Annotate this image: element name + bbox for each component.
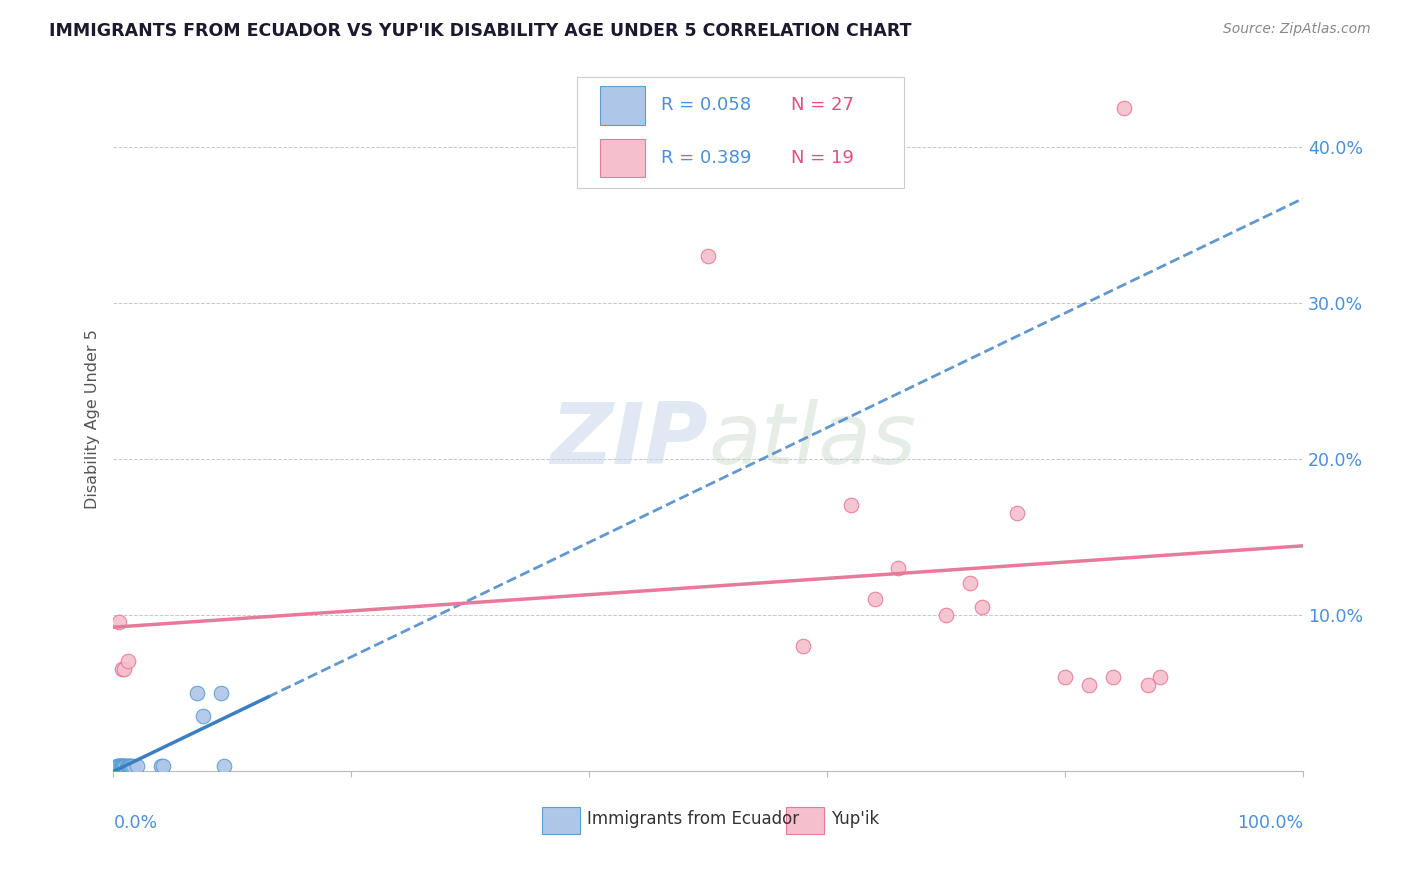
Point: [839, 499, 862, 513]
Point: [1007, 506, 1029, 520]
Point: [935, 607, 957, 622]
Point: [959, 576, 981, 591]
Text: IMMIGRANTS FROM ECUADOR VS YUP'IK DISABILITY AGE UNDER 5 CORRELATION CHART: IMMIGRANTS FROM ECUADOR VS YUP'IK DISABI…: [49, 22, 911, 40]
Point: [127, 759, 149, 773]
Point: [120, 759, 142, 773]
Point: [112, 662, 135, 676]
Point: [114, 759, 136, 773]
Point: [110, 759, 132, 773]
Point: [150, 759, 173, 773]
Point: [111, 662, 134, 676]
Point: [697, 249, 720, 263]
Point: [152, 759, 174, 773]
FancyBboxPatch shape: [786, 807, 824, 834]
Text: N = 27: N = 27: [792, 96, 855, 114]
Point: [118, 759, 141, 773]
Point: [107, 759, 129, 773]
Text: Yup'ik: Yup'ik: [831, 810, 879, 828]
Text: Source: ZipAtlas.com: Source: ZipAtlas.com: [1223, 22, 1371, 37]
Point: [108, 615, 131, 630]
Point: [108, 759, 131, 773]
FancyBboxPatch shape: [600, 139, 645, 178]
Point: [121, 759, 143, 773]
FancyBboxPatch shape: [541, 807, 579, 834]
Point: [115, 759, 138, 773]
Point: [1137, 678, 1160, 692]
Point: [110, 759, 132, 773]
Point: [105, 759, 128, 773]
Point: [191, 709, 214, 723]
Point: [209, 685, 232, 699]
Point: [212, 759, 235, 773]
Text: N = 19: N = 19: [792, 149, 855, 167]
Point: [117, 654, 139, 668]
Point: [112, 759, 135, 773]
Text: 0.0%: 0.0%: [114, 814, 157, 832]
Point: [863, 591, 886, 606]
Point: [108, 759, 131, 773]
Text: R = 0.389: R = 0.389: [661, 149, 751, 167]
Text: R = 0.058: R = 0.058: [661, 96, 751, 114]
Point: [107, 759, 129, 773]
Point: [970, 599, 993, 614]
FancyBboxPatch shape: [600, 86, 645, 125]
Point: [1053, 670, 1076, 684]
Point: [111, 759, 134, 773]
Y-axis label: Disability Age Under 5: Disability Age Under 5: [86, 330, 100, 509]
Point: [1077, 678, 1099, 692]
Point: [1149, 670, 1171, 684]
Text: Immigrants from Ecuador: Immigrants from Ecuador: [586, 810, 799, 828]
Point: [887, 561, 910, 575]
Point: [186, 685, 208, 699]
Text: 100.0%: 100.0%: [1237, 814, 1303, 832]
Point: [114, 759, 136, 773]
Point: [117, 759, 139, 773]
Point: [111, 759, 134, 773]
Point: [792, 639, 814, 653]
FancyBboxPatch shape: [578, 77, 904, 188]
Text: ZIP: ZIP: [551, 399, 709, 482]
Point: [111, 759, 134, 773]
Point: [120, 759, 142, 773]
Text: atlas: atlas: [709, 399, 917, 482]
Point: [111, 759, 134, 773]
Point: [1101, 670, 1123, 684]
Point: [1114, 101, 1136, 115]
